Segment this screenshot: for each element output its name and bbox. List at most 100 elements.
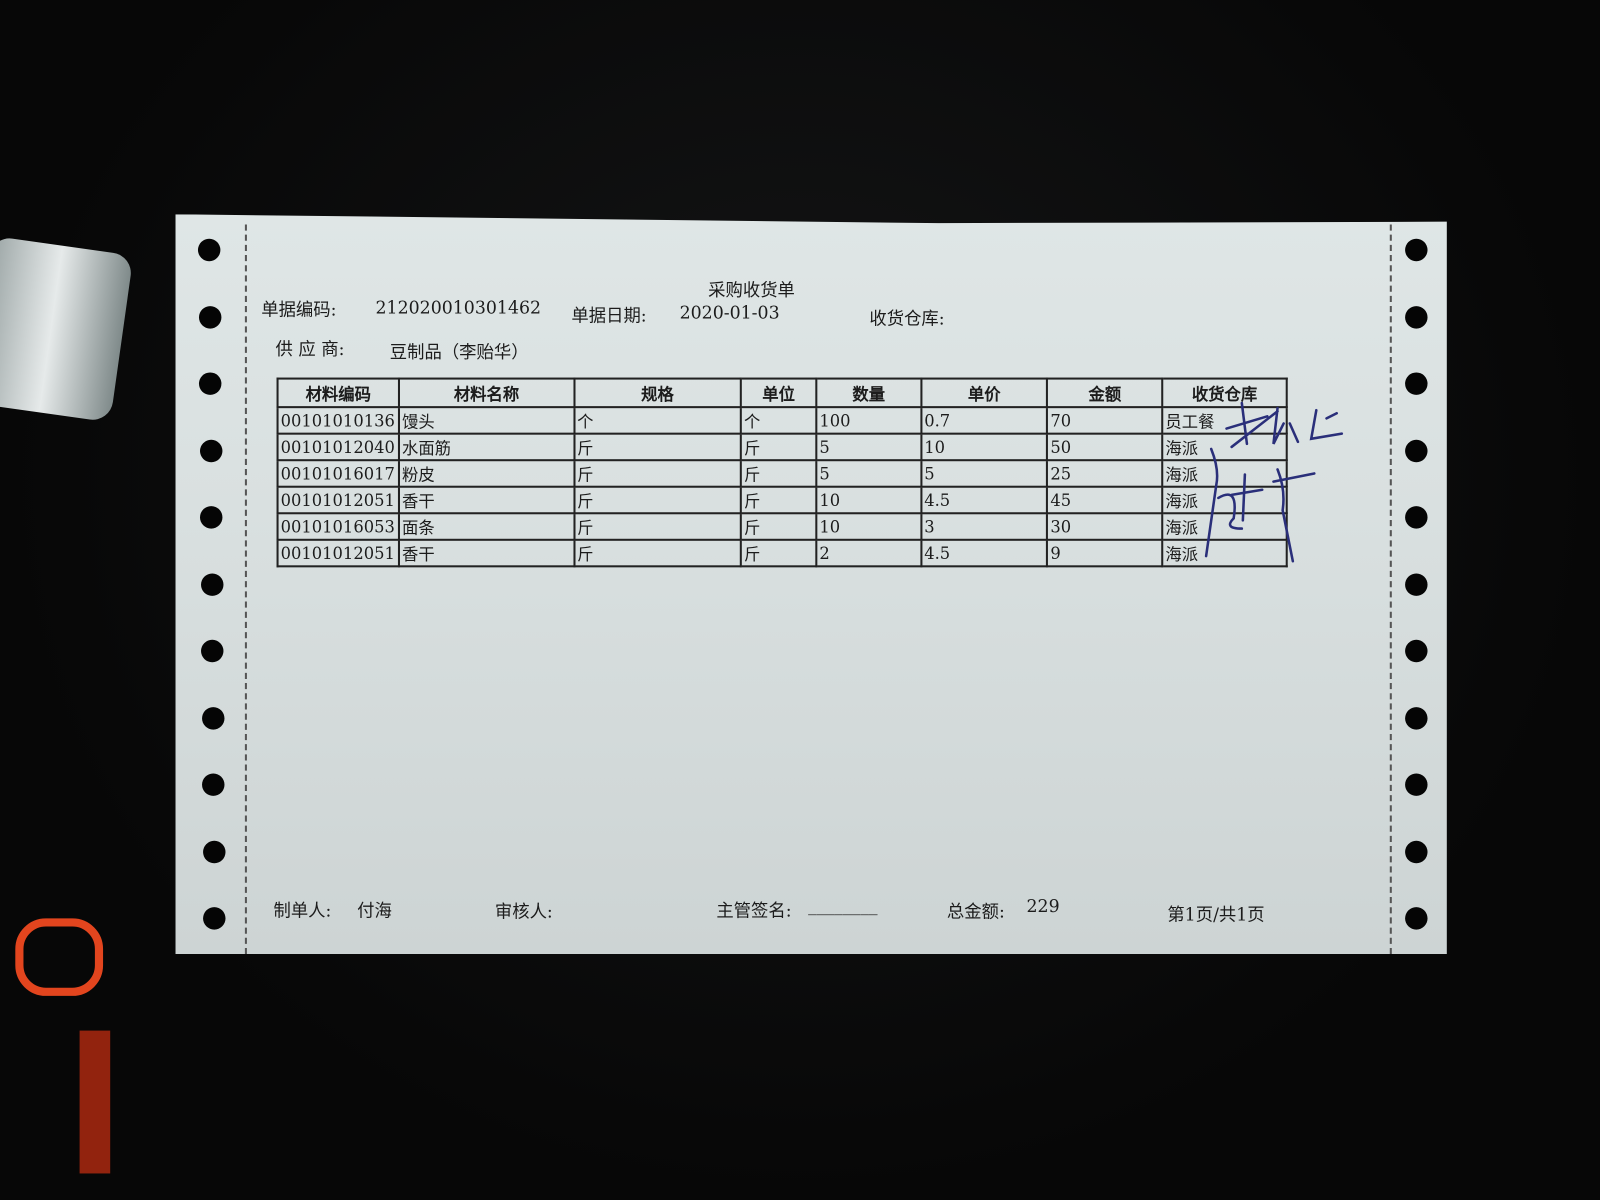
table-cell: 00101012040 xyxy=(276,432,400,462)
table-cell: 50 xyxy=(1046,432,1164,462)
table-cell: 斤 xyxy=(739,485,818,515)
perforation-right xyxy=(1389,224,1392,955)
tractor-feed-hole xyxy=(1405,305,1428,329)
spray-can xyxy=(0,235,134,423)
column-header: 收货仓库 xyxy=(1161,377,1288,409)
tractor-feed-hole xyxy=(1405,706,1428,730)
column-header: 数量 xyxy=(815,377,923,409)
table-cell: 海派 xyxy=(1161,485,1288,515)
red-light-reflection xyxy=(79,1030,111,1174)
tractor-feed-hole xyxy=(199,506,223,529)
tractor-feed-hole xyxy=(200,572,223,596)
table-row: 00101016017 粉皮斤斤 5 5 25 海派 xyxy=(276,459,1288,488)
page-indicator: 第1页/共1页 xyxy=(1167,905,1265,926)
table-cell: 00101016053 xyxy=(276,512,400,541)
tractor-feed-hole xyxy=(198,372,222,395)
tractor-feed-hole xyxy=(1405,773,1428,796)
tractor-feed-hole xyxy=(1405,372,1428,395)
column-header: 材料名称 xyxy=(397,377,576,409)
total-label: 总金额: xyxy=(946,902,1005,923)
table-row: 00101016053 面条斤斤 10 3 30 海派 xyxy=(276,512,1288,541)
supplier: 豆制品（李贻华） xyxy=(389,342,529,364)
table-cell: 00101012051 xyxy=(276,485,400,515)
table-row: 00101012040 水面筋斤斤 5 10 50 海派 xyxy=(276,432,1288,462)
tractor-feed-hole xyxy=(1405,572,1428,596)
table-cell: 斤 xyxy=(573,459,742,488)
table-cell: 10 xyxy=(920,432,1049,462)
tractor-feed-hole xyxy=(1405,506,1428,529)
warehouse-label: 收货仓库: xyxy=(869,309,945,330)
table-cell: 水面筋 xyxy=(397,432,576,462)
table-cell: 5 xyxy=(920,459,1049,488)
tractor-feed-hole xyxy=(1405,907,1428,930)
column-header: 金额 xyxy=(1046,377,1164,409)
table-cell: 10 xyxy=(815,512,923,541)
maker: 付海 xyxy=(357,901,392,922)
supervisor-label: 主管签名: xyxy=(716,901,792,922)
tractor-feed-hole xyxy=(199,439,222,462)
doc-no: 212020010301462 xyxy=(375,297,542,319)
column-header: 单位 xyxy=(739,377,818,409)
table-cell: 4.5 xyxy=(920,485,1049,515)
reviewer-label: 审核人: xyxy=(494,902,553,923)
doc-no-label: 单据编码: xyxy=(261,299,337,321)
tractor-feed-hole xyxy=(201,706,224,730)
supplier-label: 供 应 商: xyxy=(275,339,345,361)
table-cell: 香干 xyxy=(397,538,576,568)
table-cell: 00101012051 xyxy=(276,538,400,568)
table-cell: 斤 xyxy=(573,512,742,541)
handwritten-signatures xyxy=(1204,401,1344,563)
table-cell: 5 xyxy=(815,459,923,488)
doc-date: 2020-01-03 xyxy=(679,303,780,324)
table-cell: 海派 xyxy=(1161,432,1288,462)
items-table: 材料编码 材料名称 规格 单位 数量 单价 金额 收货仓库 00101010136 馒头个个 10… xyxy=(276,377,1288,568)
table-cell: 面条 xyxy=(397,512,576,541)
table-cell: 00101010136 xyxy=(276,406,400,435)
table-cell: 5 xyxy=(815,432,923,462)
table-cell: 9 xyxy=(1046,538,1164,568)
column-header: 材料编码 xyxy=(276,377,400,409)
table-cell: 100 xyxy=(815,406,923,435)
table-cell: 个 xyxy=(573,406,742,435)
table-cell: 斤 xyxy=(739,538,818,568)
table-cell: 香干 xyxy=(397,485,576,515)
column-header: 规格 xyxy=(573,377,742,409)
table-cell: 海派 xyxy=(1161,538,1288,568)
tractor-feed-hole xyxy=(202,840,225,863)
table-cell: 馒头 xyxy=(397,406,576,435)
document-title: 采购收货单 xyxy=(708,280,795,302)
table-row: 00101012051 香干斤斤 10 4.5 45 海派 xyxy=(276,485,1288,515)
table-cell: 70 xyxy=(1046,406,1164,435)
table-cell: 斤 xyxy=(739,459,818,488)
table-row: 00101010136 馒头个个 100 0.7 70 员工餐 xyxy=(276,406,1288,435)
table-cell: 4.5 xyxy=(920,538,1049,568)
doc-date-label: 单据日期: xyxy=(571,306,647,327)
tractor-feed-hole xyxy=(198,305,221,329)
table-cell: 00101016017 xyxy=(276,459,400,488)
tractor-feed-hole xyxy=(197,238,221,262)
table-cell: 个 xyxy=(739,406,818,435)
table-cell: 3 xyxy=(920,512,1049,541)
table-row: 00101012051 香干斤斤 2 4.5 9 海派 xyxy=(276,538,1288,568)
table-cell: 30 xyxy=(1046,512,1164,541)
receipt-paper: 采购收货单 单据编码: 212020010301462 单据日期: 2020-0… xyxy=(175,214,1447,955)
maker-label: 制单人: xyxy=(273,901,332,922)
table-cell: 斤 xyxy=(573,485,742,515)
table-cell: 粉皮 xyxy=(397,459,576,488)
table-cell: 斤 xyxy=(573,538,742,568)
table-cell: 员工餐 xyxy=(1161,406,1288,435)
table-cell: 斤 xyxy=(573,432,742,462)
perforation-left xyxy=(244,224,247,955)
table-cell: 10 xyxy=(815,485,923,515)
table-cell: 25 xyxy=(1046,459,1164,488)
table-cell: 斤 xyxy=(739,432,818,462)
table-cell: 45 xyxy=(1046,485,1164,515)
supervisor-signature-line: ________ xyxy=(808,895,878,917)
tractor-feed-hole xyxy=(1405,639,1428,663)
tractor-feed-hole xyxy=(1405,439,1428,462)
column-header: 单价 xyxy=(920,377,1049,409)
tractor-feed-hole xyxy=(201,639,224,663)
tractor-feed-hole xyxy=(202,773,225,796)
tractor-feed-hole xyxy=(1405,840,1428,863)
